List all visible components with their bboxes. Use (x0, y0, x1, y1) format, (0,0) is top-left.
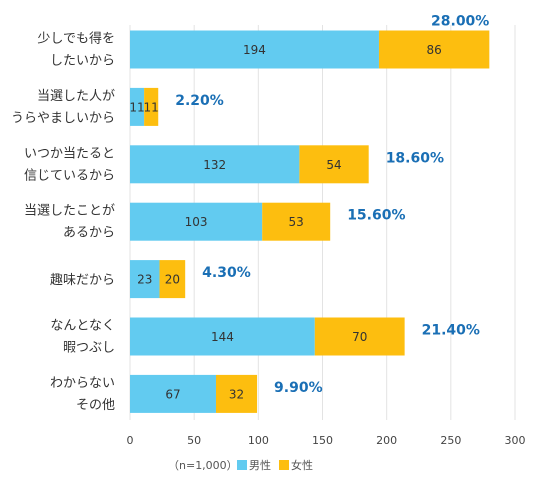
category-label: 当選したことが (24, 204, 115, 219)
bar-female (299, 145, 369, 184)
legend-swatch (237, 460, 247, 470)
bar-value-label: 11 (144, 100, 159, 114)
percent-label: 21.40% (422, 323, 480, 339)
sample-size-note: （n=1,000） (168, 459, 238, 472)
x-tick-label: 150 (312, 434, 333, 447)
percent-label: 15.60% (347, 208, 405, 224)
category-label: その他 (76, 398, 115, 413)
percent-label: 4.30% (202, 265, 251, 281)
category-label: なんとなく (50, 319, 115, 334)
category-label: あるから (63, 226, 115, 241)
bar-value-label: 67 (165, 387, 180, 401)
bar-male (130, 145, 300, 184)
bar-male (130, 374, 216, 413)
bar-value-label: 53 (289, 215, 304, 229)
bar-value-label: 194 (243, 43, 266, 57)
bar-value-label: 86 (427, 43, 442, 57)
bar-value-label: 32 (229, 387, 244, 401)
x-tick-label: 250 (440, 434, 461, 447)
x-tick-label: 200 (376, 434, 397, 447)
category-label: 少しでも得を (37, 31, 115, 47)
legend-label: 女性 (291, 458, 313, 472)
bar-value-label: 23 (137, 273, 152, 287)
percent-label: 9.90% (274, 380, 323, 396)
bar-value-label: 11 (129, 100, 144, 114)
bar-male (130, 30, 379, 69)
category-label: 信じているから (24, 168, 115, 183)
category-label: うらやましいから (11, 111, 115, 126)
bar-female (159, 260, 186, 299)
bar-value-label: 70 (352, 330, 367, 344)
bar-value-label: 20 (165, 273, 180, 287)
bar-male (130, 317, 315, 356)
bar-female (144, 87, 159, 126)
x-tick-label: 50 (187, 434, 201, 447)
x-tick-label: 300 (505, 434, 526, 447)
category-label: いつか当たると (24, 146, 115, 161)
bar-male (130, 260, 160, 299)
legend-swatch (279, 460, 289, 470)
bar-value-label: 132 (203, 158, 226, 172)
bar-male (130, 87, 145, 126)
bar-male (130, 202, 263, 241)
percent-label: 18.60% (386, 150, 444, 166)
x-tick-label: 100 (248, 434, 269, 447)
bar-value-label: 103 (185, 215, 208, 229)
x-tick-label: 0 (127, 434, 134, 447)
x-axis-ticks: 0 50 100 150 200 250 300 (127, 434, 526, 447)
category-label: 当選した人が (37, 89, 115, 104)
bar-female (378, 30, 490, 69)
category-label: 趣味だから (50, 273, 115, 288)
bar-value-label: 144 (211, 330, 234, 344)
bar-female (314, 317, 405, 356)
category-label: したいから (50, 54, 115, 69)
bar-value-label: 54 (326, 158, 341, 172)
bar-female (215, 374, 258, 413)
legend-label: 男性 (249, 458, 271, 472)
category-label: 暇つぶし (63, 341, 115, 356)
legend: （n=1,000） 男性 女性 (168, 458, 313, 472)
percent-label: 2.20% (175, 93, 224, 109)
category-label: わからない (50, 376, 115, 391)
bar-female (262, 202, 331, 241)
category-labels: 少しでも得をしたいから当選した人がうらやましいからいつか当たると信じているから当… (11, 31, 115, 413)
percent-label: 28.00% (431, 14, 489, 30)
